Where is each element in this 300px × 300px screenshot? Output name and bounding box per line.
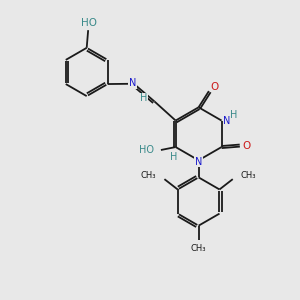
Text: O: O [210,82,218,92]
Text: N: N [223,116,230,126]
Text: H: H [169,152,177,162]
Text: HO: HO [139,145,154,155]
Text: N: N [129,78,136,88]
Text: CH₃: CH₃ [141,171,156,180]
Text: H: H [230,110,238,120]
Text: CH₃: CH₃ [241,171,256,180]
Text: H: H [140,94,148,103]
Text: O: O [242,141,250,151]
Text: CH₃: CH₃ [191,244,206,253]
Text: N: N [195,157,202,167]
Text: HO: HO [81,18,97,28]
